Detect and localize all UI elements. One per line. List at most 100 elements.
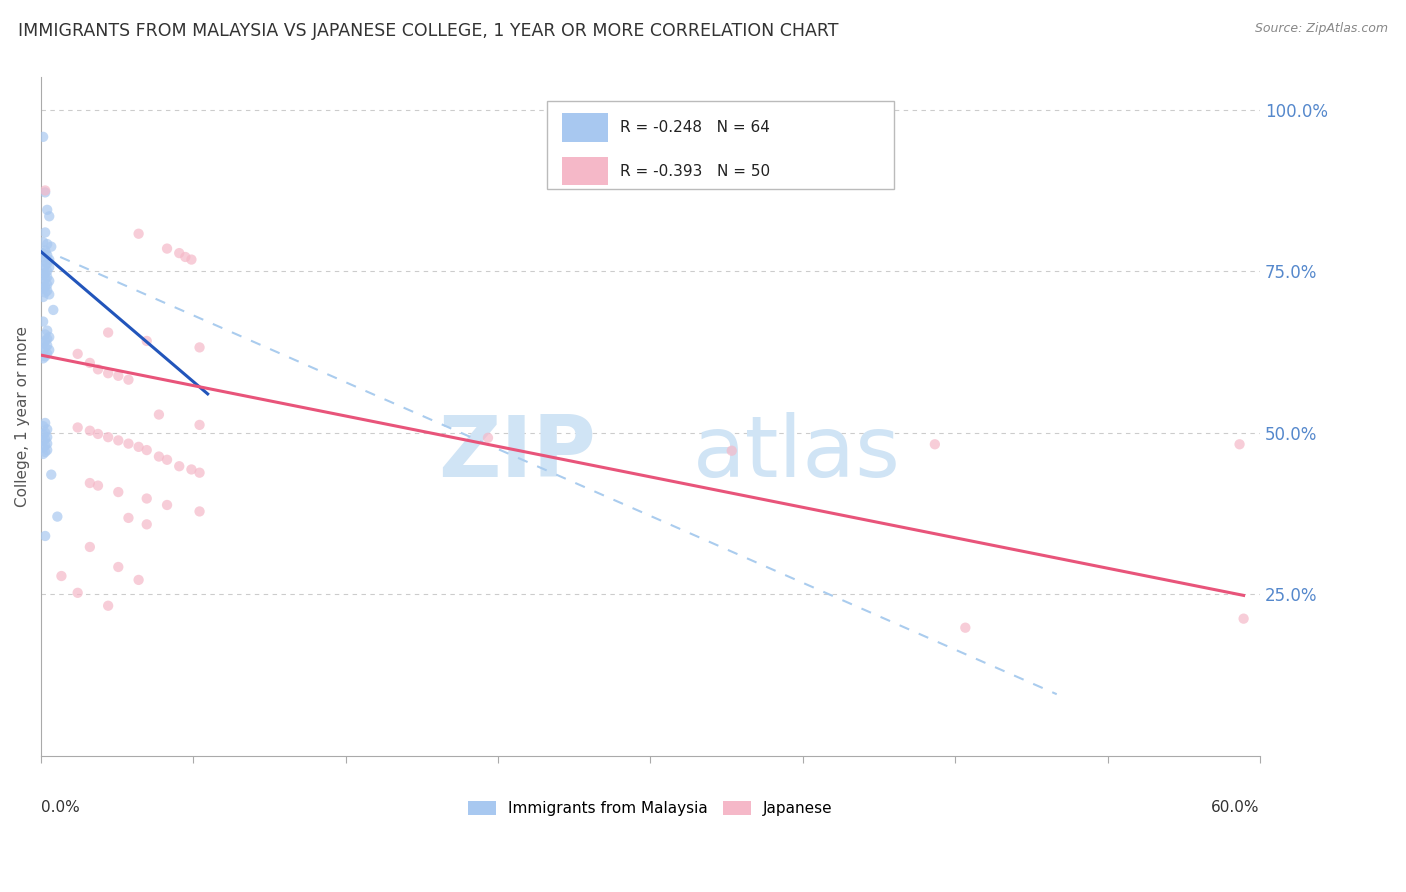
Point <box>34 340 56 354</box>
Point <box>167 246 190 260</box>
Point <box>79 540 101 554</box>
Point <box>37 324 59 338</box>
Point <box>32 441 55 455</box>
Point <box>188 417 211 432</box>
Point <box>34 425 56 440</box>
FancyBboxPatch shape <box>547 101 894 189</box>
Point <box>188 466 211 480</box>
Point <box>37 436 59 450</box>
Point <box>97 430 120 444</box>
Point <box>1233 612 1256 626</box>
Point <box>156 452 179 467</box>
Point <box>720 443 742 458</box>
Point <box>167 459 190 474</box>
Point <box>135 443 157 458</box>
Point <box>79 476 101 491</box>
Point <box>156 242 179 256</box>
FancyBboxPatch shape <box>561 157 607 186</box>
Point <box>32 246 55 260</box>
Point <box>180 462 202 476</box>
Point <box>38 274 60 288</box>
Point <box>148 450 170 464</box>
Point <box>32 129 55 144</box>
Point <box>128 440 150 454</box>
Point <box>180 252 202 267</box>
Text: 60.0%: 60.0% <box>1212 799 1260 814</box>
Point <box>135 517 157 532</box>
FancyBboxPatch shape <box>561 113 607 142</box>
Point <box>32 434 55 448</box>
Point <box>79 424 101 438</box>
Point <box>117 373 139 387</box>
Point <box>34 244 56 258</box>
Point <box>37 338 59 352</box>
Point <box>34 226 56 240</box>
Point <box>38 252 60 267</box>
Point <box>148 408 170 422</box>
Point <box>46 509 69 524</box>
Point <box>34 529 56 543</box>
Point <box>117 436 139 450</box>
Point <box>107 560 129 574</box>
Point <box>37 202 59 217</box>
Point <box>34 439 56 453</box>
Point <box>32 336 55 351</box>
Point <box>38 260 60 275</box>
Text: Source: ZipAtlas.com: Source: ZipAtlas.com <box>1254 22 1388 36</box>
Point <box>34 350 56 364</box>
Point <box>79 356 101 370</box>
Point <box>37 256 59 270</box>
Point <box>37 443 59 458</box>
Point <box>32 351 55 366</box>
Point <box>87 478 110 492</box>
Point <box>128 227 150 241</box>
Point <box>34 259 56 273</box>
Point <box>37 264 59 278</box>
Point <box>87 426 110 441</box>
Point <box>38 209 60 223</box>
Point <box>32 314 55 328</box>
Point <box>955 621 977 635</box>
Point <box>135 334 157 348</box>
Point <box>37 277 59 292</box>
Point <box>34 250 56 264</box>
Text: ZIP: ZIP <box>437 412 596 495</box>
Point <box>34 279 56 293</box>
Point <box>51 569 73 583</box>
Point <box>32 282 55 296</box>
Point <box>117 511 139 525</box>
Point <box>32 419 55 434</box>
Point <box>87 362 110 376</box>
Text: atlas: atlas <box>693 412 901 495</box>
Point <box>66 347 89 361</box>
Point <box>38 343 60 357</box>
Point <box>477 431 499 445</box>
Point <box>34 186 56 200</box>
Point <box>107 434 129 448</box>
Text: IMMIGRANTS FROM MALAYSIA VS JAPANESE COLLEGE, 1 YEAR OR MORE CORRELATION CHART: IMMIGRANTS FROM MALAYSIA VS JAPANESE COL… <box>18 22 839 40</box>
Point <box>34 327 56 342</box>
Point <box>37 237 59 252</box>
Point <box>34 432 56 446</box>
Point <box>32 254 55 268</box>
Point <box>66 586 89 600</box>
Point <box>156 498 179 512</box>
Point <box>924 437 946 451</box>
Text: 0.0%: 0.0% <box>41 799 80 814</box>
Point <box>34 334 56 348</box>
Point <box>38 330 60 344</box>
Point <box>32 235 55 249</box>
Point <box>32 268 55 282</box>
Point <box>37 430 59 444</box>
Point <box>37 270 59 285</box>
Point <box>34 285 56 300</box>
Y-axis label: College, 1 year or more: College, 1 year or more <box>15 326 30 507</box>
Point <box>32 427 55 442</box>
Point <box>38 287 60 301</box>
Point <box>32 290 55 304</box>
Point <box>32 345 55 359</box>
Point <box>97 599 120 613</box>
Legend: Immigrants from Malaysia, Japanese: Immigrants from Malaysia, Japanese <box>463 796 838 822</box>
Point <box>32 447 55 461</box>
Point <box>34 416 56 430</box>
